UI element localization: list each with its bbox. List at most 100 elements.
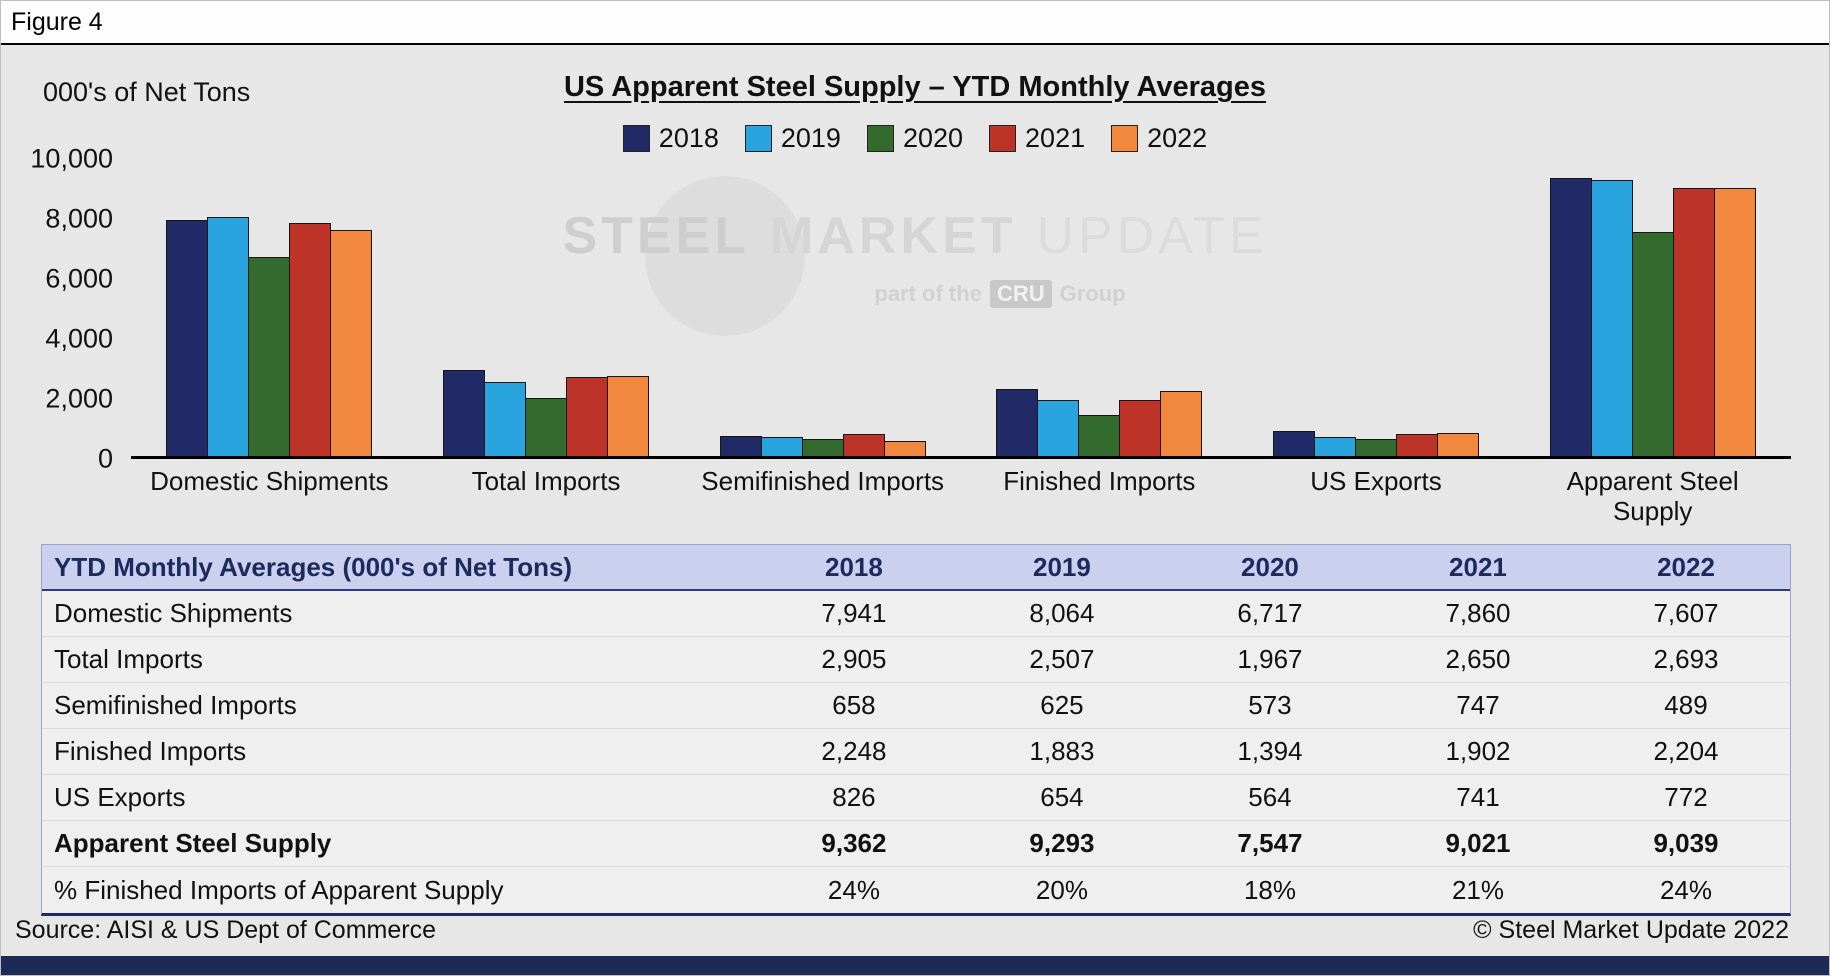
legend-item-2018: 2018	[622, 123, 719, 154]
row-value: 18%	[1243, 874, 1296, 905]
row-value: 658	[832, 690, 876, 720]
figure-label: Figure 4	[11, 7, 103, 36]
row-value: 1,883	[1029, 736, 1095, 766]
bar-2021	[1119, 399, 1162, 456]
row-value: 564	[1248, 782, 1292, 812]
bar-2018	[1273, 431, 1316, 456]
figure-header: Figure 4	[1, 1, 1829, 45]
table-header-year: 2019	[1033, 551, 1091, 582]
legend-item-2019: 2019	[744, 123, 841, 154]
row-label: Apparent Steel Supply	[54, 828, 332, 858]
row-label: % Finished Imports of Apparent Supply	[54, 874, 504, 905]
plot-area	[131, 159, 1791, 459]
bar-group-0	[131, 159, 408, 456]
table-row: Domestic Shipments 7,941 8,064 6,717 7,860 7,…	[42, 591, 1790, 637]
y-tick-label: 6,000	[45, 263, 113, 294]
y-axis-units-label: 000's of Net Tons	[43, 77, 251, 107]
row-value: 20%	[1035, 874, 1088, 905]
row-value: 9,021	[1445, 828, 1511, 858]
bar-2018	[1549, 177, 1592, 456]
row-value: 625	[1040, 690, 1084, 720]
bar-2022	[1713, 187, 1756, 456]
row-label: Finished Imports	[54, 736, 247, 766]
category-label-text: Domestic Shipments	[150, 466, 389, 496]
row-label: Total Imports	[54, 644, 203, 674]
bar-2022	[1437, 433, 1480, 456]
row-value: 747	[1456, 690, 1500, 720]
y-tick-label: 2,000	[45, 383, 113, 414]
table-row: Finished Imports 2,248 1,883 1,394 1,902 2,20…	[42, 729, 1790, 775]
bar-2020	[1631, 231, 1674, 456]
table-header-row: YTD Monthly Averages (000's of Net Tons)…	[42, 545, 1790, 591]
row-value: 2,650	[1445, 644, 1511, 674]
row-value: 1,967	[1237, 644, 1303, 674]
bar-2021	[289, 222, 332, 456]
row-value: 24%	[827, 874, 880, 905]
table-row: Total Imports 2,905 2,507 1,967 2,650 2,693	[42, 637, 1790, 683]
category-label: Apparent Steel Supply	[1514, 466, 1791, 527]
y-tick-label: 0	[97, 443, 113, 474]
bar-2019	[760, 437, 803, 456]
bar-2021	[842, 433, 885, 456]
table-row: Apparent Steel Supply 9,362 9,293 7,547 9,02…	[42, 821, 1790, 867]
bottom-accent-bar	[1, 956, 1829, 975]
bar-group-3	[961, 159, 1238, 456]
row-value: 7,607	[1653, 598, 1719, 628]
bar-2022	[1160, 390, 1203, 456]
row-label: US Exports	[54, 782, 186, 812]
row-value: 826	[832, 782, 876, 812]
bar-2020	[525, 397, 567, 456]
row-value: 2,693	[1653, 644, 1719, 674]
x-axis-labels: Domestic Shipments Total Imports Semifinis…	[131, 466, 1791, 527]
category-label-text: Semifinished Imports	[701, 466, 945, 496]
legend: 2018 2019 2020 2021 2022	[1, 123, 1829, 154]
table-header-year: 2020	[1241, 551, 1299, 582]
row-value: 2,248	[821, 736, 887, 766]
y-tick-label: 10,000	[30, 143, 113, 174]
y-tick-label: 8,000	[45, 203, 113, 234]
row-value: 7,547	[1237, 828, 1303, 858]
row-value: 21%	[1451, 874, 1504, 905]
copyright-note: © Steel Market Update 2022	[1473, 916, 1789, 944]
data-table: YTD Monthly Averages (000's of Net Tons)…	[41, 544, 1791, 916]
bar-2019	[484, 381, 526, 456]
row-label: Domestic Shipments	[54, 598, 293, 628]
bar-2019	[207, 216, 250, 456]
legend-item-2020: 2020	[866, 123, 964, 154]
bar-2021	[1396, 434, 1439, 456]
source-note: Source: AISI & US Dept of Commerce	[15, 916, 436, 944]
bar-group-2	[684, 159, 961, 456]
legend-label: 2021	[1025, 123, 1086, 153]
bar-2019	[1037, 400, 1080, 456]
y-axis-labels: 0 2,000 4,000 6,000 8,000 10,000	[1, 144, 123, 474]
table-row: % Finished Imports of Apparent Supply 24%…	[42, 867, 1790, 913]
bar-group-5	[1514, 159, 1791, 456]
row-value: 2,204	[1653, 736, 1719, 766]
category-label: Total Imports	[408, 466, 685, 527]
bar-2020	[801, 438, 844, 456]
category-label: Domestic Shipments	[131, 466, 408, 527]
row-value: 6,717	[1237, 598, 1303, 628]
row-value: 489	[1664, 690, 1708, 720]
legend-swatch-2019	[744, 125, 772, 152]
bar-2022	[330, 230, 373, 456]
table-header-title: YTD Monthly Averages (000's of Net Tons)	[54, 551, 573, 582]
bar-2018	[719, 436, 762, 456]
legend-swatch-2020	[866, 125, 894, 152]
bar-2021	[1672, 188, 1715, 456]
row-value: 1,394	[1237, 736, 1303, 766]
category-label: Finished Imports	[961, 466, 1238, 527]
bar-2018	[443, 369, 485, 456]
row-value: 654	[1040, 782, 1084, 812]
legend-label: 2019	[780, 123, 841, 153]
category-label-text: Total Imports	[471, 466, 621, 496]
category-label: Semifinished Imports	[684, 466, 961, 527]
row-value: 573	[1248, 690, 1292, 720]
chart-title: US Apparent Steel Supply – YTD Monthly A…	[563, 71, 1267, 103]
bar-group-1	[408, 159, 685, 456]
row-value: 9,039	[1653, 828, 1719, 858]
legend-label: 2020	[902, 123, 964, 153]
bar-2020	[248, 256, 291, 456]
bar-2022	[607, 376, 649, 456]
